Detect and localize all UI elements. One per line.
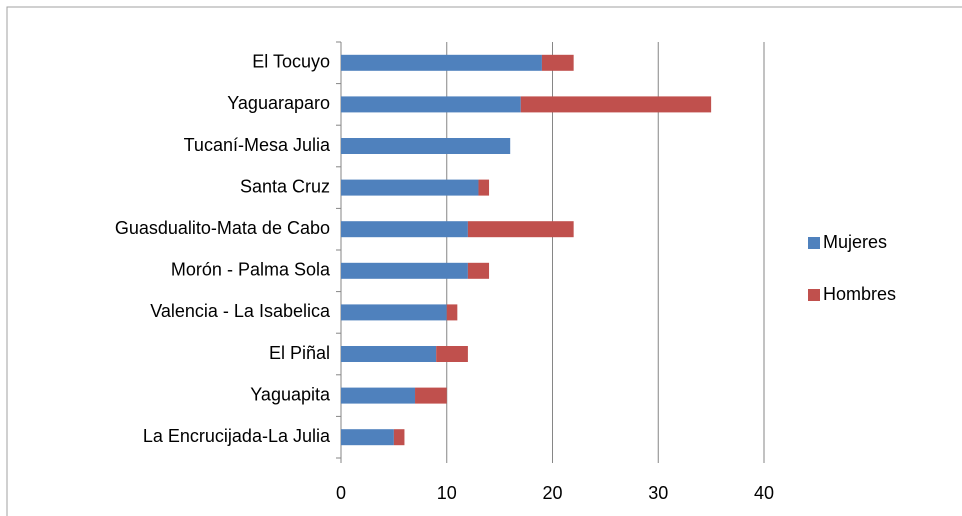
- legend-swatch: [808, 289, 820, 301]
- y-tick-label: Guasdualito-Mata de Cabo: [115, 218, 330, 238]
- bar-segment: [341, 138, 511, 154]
- bar-segment: [341, 54, 542, 71]
- y-tick-label: La Encrucijada-La Julia: [143, 426, 331, 446]
- x-tick-label: 0: [336, 483, 346, 503]
- y-tick-label: El Tocuyo: [252, 52, 330, 72]
- y-tick-label: Valencia - La Isabelica: [150, 301, 331, 321]
- bar-segment: [341, 304, 447, 321]
- bar-segment: [341, 96, 521, 113]
- y-tick-label: El Piñal: [269, 343, 330, 363]
- bar-segment: [415, 387, 447, 404]
- bar-segment: [467, 262, 490, 279]
- bar-segment: [467, 221, 574, 238]
- bar-segment: [436, 346, 468, 362]
- y-tick-label: Santa Cruz: [240, 176, 330, 196]
- bar-segment: [341, 262, 468, 279]
- bar-segment: [341, 179, 479, 196]
- bar-segment: [341, 221, 468, 238]
- legend-label: Hombres: [823, 284, 896, 304]
- y-tick-label: Tucaní-Mesa Julia: [184, 135, 331, 155]
- x-tick-label: 20: [542, 483, 562, 503]
- x-tick-label: 30: [648, 483, 668, 503]
- bar-segment: [446, 304, 458, 321]
- bar-segment: [341, 346, 437, 362]
- y-tick-label: Yaguaraparo: [227, 93, 330, 113]
- bar-segment: [478, 179, 490, 196]
- y-tick-label: Yaguapita: [250, 384, 331, 404]
- bar-segment: [393, 429, 405, 446]
- bar-segment: [341, 387, 416, 404]
- x-tick-label: 40: [754, 483, 774, 503]
- chart-frame: [6, 6, 962, 516]
- legend-label: Mujeres: [823, 232, 887, 252]
- bar-segment: [520, 96, 712, 113]
- bar-segment: [341, 429, 394, 446]
- legend-swatch: [808, 237, 820, 249]
- x-tick-label: 10: [437, 483, 457, 503]
- y-tick-label: Morón - Palma Sola: [171, 260, 331, 280]
- bar-segment: [541, 54, 574, 71]
